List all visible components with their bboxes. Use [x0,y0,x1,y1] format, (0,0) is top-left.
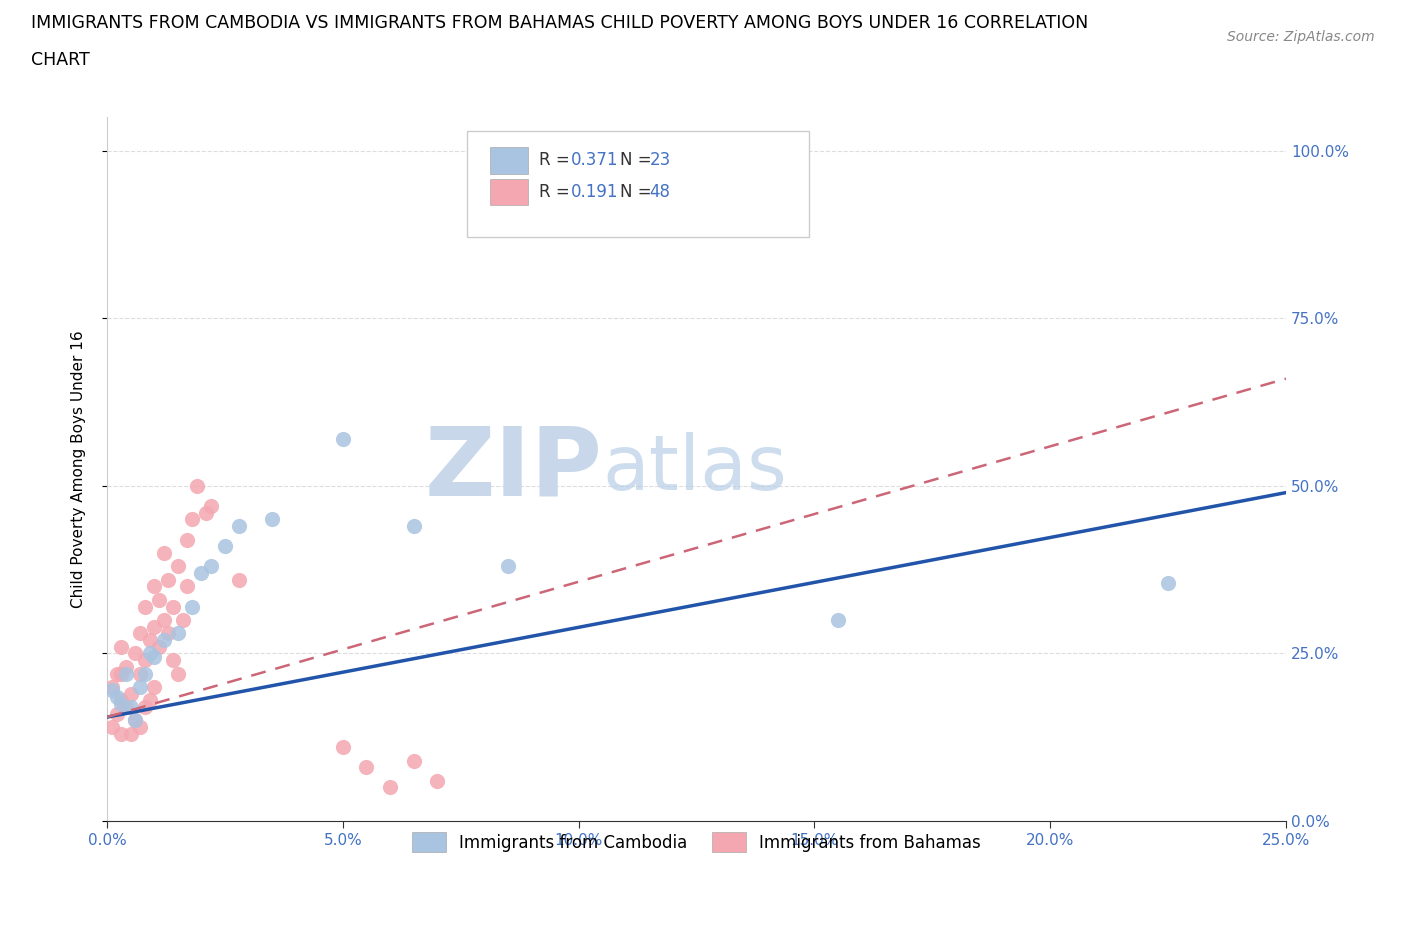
Point [402,753,425,768]
Point [110,726,132,741]
Text: IMMIGRANTS FROM CAMBODIA VS IMMIGRANTS FROM BAHAMAS CHILD POVERTY AMONG BOYS UND: IMMIGRANTS FROM CAMBODIA VS IMMIGRANTS F… [31,14,1088,32]
Point [200,559,222,574]
Text: CHART: CHART [31,51,90,69]
Point [827,613,849,628]
Point [124,713,146,728]
Point [176,532,198,547]
Point [181,512,204,527]
Point [186,478,208,493]
Point [332,740,354,755]
Point [138,646,160,661]
Point [124,713,146,728]
Point [152,632,174,647]
Point [176,579,198,594]
Text: 0.191: 0.191 [571,183,617,201]
Point [378,780,401,795]
Point [138,693,160,708]
Y-axis label: Child Poverty Among Boys Under 16: Child Poverty Among Boys Under 16 [72,330,86,608]
Point [129,680,152,695]
Point [110,697,132,711]
Point [115,666,138,681]
Point [157,572,180,587]
Point [143,649,166,664]
Point [143,619,166,634]
Point [143,680,166,695]
Point [166,559,188,574]
Point [129,626,152,641]
Point [152,546,174,561]
Point [110,639,132,654]
Point [124,646,146,661]
Point [172,613,194,628]
Text: N =: N = [620,152,657,169]
Point [200,498,222,513]
Point [120,699,142,714]
Text: R =: R = [538,152,575,169]
Point [101,720,124,735]
Point [181,599,204,614]
Point [228,519,250,534]
Point [134,653,156,668]
FancyBboxPatch shape [467,131,808,237]
Point [134,666,156,681]
Point [110,666,132,681]
Point [162,653,184,668]
FancyBboxPatch shape [491,147,527,174]
Point [105,706,128,721]
Text: ZIP: ZIP [425,422,602,515]
Point [426,774,449,789]
Point [138,632,160,647]
Point [120,686,142,701]
Point [115,659,138,674]
Point [110,693,132,708]
Point [332,432,354,446]
Point [190,565,212,580]
Point [262,512,284,527]
Point [162,599,184,614]
Point [496,559,519,574]
Point [101,680,124,695]
FancyBboxPatch shape [491,179,527,206]
Point [148,592,170,607]
Point [166,666,188,681]
Point [101,683,124,698]
Point [1157,576,1180,591]
Point [129,666,152,681]
Text: 48: 48 [650,183,671,201]
Point [115,699,138,714]
Point [157,626,180,641]
Point [228,572,250,587]
Point [105,666,128,681]
Text: 0.371: 0.371 [571,152,617,169]
Point [214,538,236,553]
Text: 23: 23 [650,152,671,169]
Point [134,699,156,714]
Legend: Immigrants from Cambodia, Immigrants from Bahamas: Immigrants from Cambodia, Immigrants fro… [406,826,987,858]
Point [105,689,128,704]
Text: R =: R = [538,183,575,201]
Point [356,760,378,775]
Point [148,639,170,654]
Point [143,579,166,594]
Point [134,599,156,614]
Text: atlas: atlas [602,432,787,506]
Point [120,726,142,741]
Point [402,519,425,534]
Point [152,613,174,628]
Point [195,505,218,520]
Point [166,626,188,641]
Point [129,720,152,735]
Text: N =: N = [620,183,657,201]
Text: Source: ZipAtlas.com: Source: ZipAtlas.com [1227,30,1375,44]
